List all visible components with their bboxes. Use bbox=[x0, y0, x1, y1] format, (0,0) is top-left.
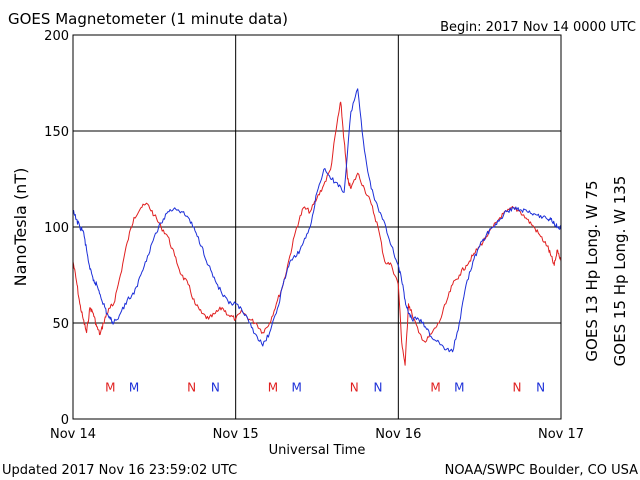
series-line-goes15 bbox=[72, 88, 562, 353]
local-noon-marker: N bbox=[512, 380, 521, 394]
x-axis-label: Universal Time bbox=[269, 443, 366, 458]
legend-goes13: GOES 13 Hp Long. W 75 bbox=[583, 180, 601, 361]
local-midnight-marker: M bbox=[454, 380, 464, 394]
y-tick-label: 50 bbox=[52, 317, 69, 332]
plot-frame bbox=[72, 34, 562, 420]
local-noon-marker: N bbox=[536, 380, 545, 394]
legend-goes15: GOES 15 Hp Long. W 135 bbox=[611, 176, 629, 367]
local-noon-marker: N bbox=[211, 380, 220, 394]
x-tick-labels: Nov 14 Nov 15 Nov 16 Nov 17 bbox=[50, 427, 584, 442]
grid-lines bbox=[73, 35, 561, 419]
y-tick-labels: 0 50 100 150 200 bbox=[44, 29, 69, 428]
x-tick-label: Nov 16 bbox=[375, 427, 421, 442]
local-midnight-marker: M bbox=[105, 380, 115, 394]
y-tick-label: 150 bbox=[44, 125, 69, 140]
updated-timestamp: Updated 2017 Nov 16 23:59:02 UTC bbox=[2, 463, 237, 478]
local-midnight-marker: M bbox=[430, 380, 440, 394]
local-midnight-marker: M bbox=[129, 380, 139, 394]
begin-time: Begin: 2017 Nov 14 0000 UTC bbox=[440, 20, 636, 35]
local-noon-marker: N bbox=[374, 380, 383, 394]
y-axis-label: NanoTesla (nT) bbox=[11, 168, 30, 287]
y-tick-label: 100 bbox=[44, 221, 69, 236]
series-lines bbox=[72, 88, 562, 366]
x-tick-label: Nov 15 bbox=[213, 427, 259, 442]
y-tick-label: 200 bbox=[44, 29, 69, 44]
local-noon-marker: N bbox=[350, 380, 359, 394]
chart-title: GOES Magnetometer (1 minute data) bbox=[8, 10, 288, 28]
x-tick-label: Nov 14 bbox=[50, 427, 96, 442]
local-noon-marker: N bbox=[187, 380, 196, 394]
x-tick-label: Nov 17 bbox=[538, 427, 584, 442]
local-midnight-marker: M bbox=[268, 380, 278, 394]
y-tick-label: 0 bbox=[61, 413, 69, 428]
agency-credit: NOAA/SWPC Boulder, CO USA bbox=[445, 463, 638, 478]
series-line-goes13 bbox=[72, 101, 562, 366]
local-midnight-marker: M bbox=[291, 380, 301, 394]
